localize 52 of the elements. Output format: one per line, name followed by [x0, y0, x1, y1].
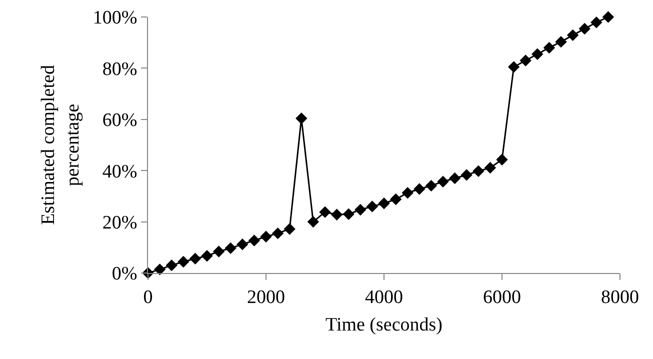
point [284, 223, 296, 235]
point [248, 234, 260, 246]
point [342, 208, 354, 220]
point [448, 172, 461, 184]
point [307, 216, 320, 228]
point [508, 61, 520, 73]
x-axis-title: Time (seconds) [326, 314, 442, 336]
point [212, 246, 225, 258]
x-tick-label: 0 [143, 286, 153, 308]
point [378, 198, 390, 210]
point [602, 11, 614, 23]
point [496, 154, 508, 166]
point [330, 208, 343, 220]
point [178, 256, 190, 268]
point [236, 238, 248, 250]
point [296, 112, 308, 124]
point [555, 36, 567, 48]
x-tick-label: 6000 [483, 286, 521, 308]
point [272, 227, 284, 240]
point [590, 16, 602, 28]
point [366, 200, 378, 212]
point [260, 230, 272, 242]
point [154, 264, 166, 276]
point [460, 169, 472, 181]
point [472, 165, 484, 177]
point [484, 162, 496, 174]
point [414, 183, 426, 195]
y-tick-label: 60% [102, 110, 138, 132]
point [224, 242, 236, 254]
point [390, 193, 402, 206]
point [578, 22, 590, 35]
x-tick-label: 8000 [601, 286, 639, 308]
point [543, 42, 556, 54]
point [319, 206, 331, 218]
y-tick-label: 100% [92, 8, 138, 29]
point [354, 204, 366, 216]
point [425, 180, 438, 192]
x-tick-label: 2000 [247, 286, 285, 308]
point [532, 48, 544, 60]
point [566, 29, 579, 42]
y-tick-label: 0% [112, 264, 138, 285]
point [402, 187, 414, 199]
point [437, 176, 449, 188]
x-tick-label: 4000 [365, 286, 403, 308]
point [201, 250, 213, 262]
point [520, 54, 532, 66]
y-tick-label: 20% [102, 212, 138, 234]
point [166, 259, 178, 272]
y-tick-label: 40% [102, 161, 138, 182]
y-axis-title: Estimated completed percentage [38, 64, 84, 225]
y-tick-label: 80% [102, 58, 138, 80]
point [189, 252, 202, 265]
